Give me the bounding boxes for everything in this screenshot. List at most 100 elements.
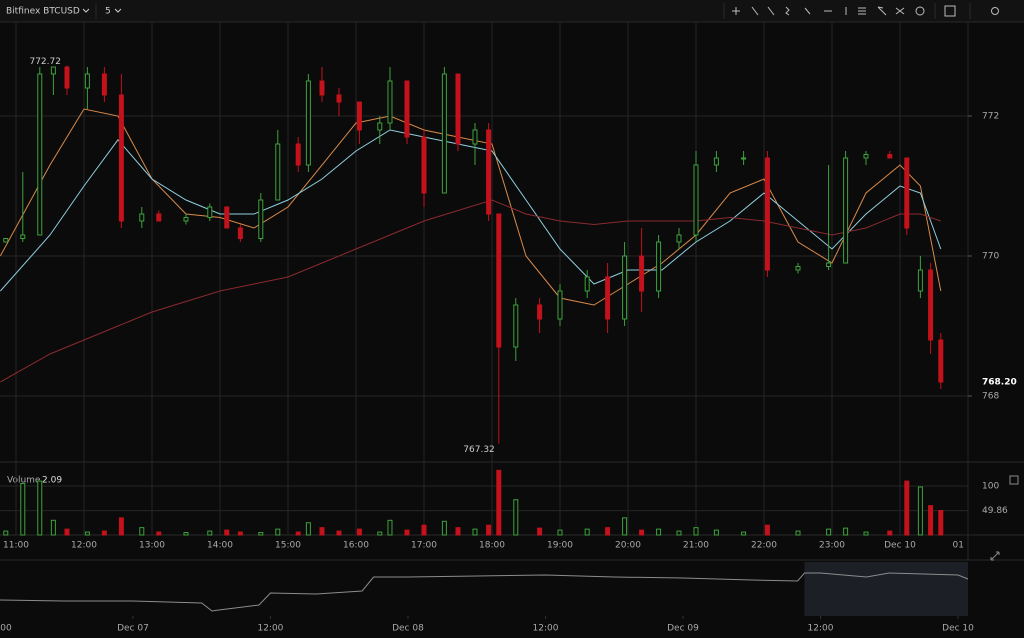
- candle-body: [319, 80, 325, 96]
- volume-bar: [887, 530, 893, 536]
- candle-body: [295, 143, 301, 166]
- nav-tick-label: 12:00: [808, 624, 834, 634]
- nav-tick-label: Dec 08: [392, 624, 424, 634]
- volume-bar: [513, 499, 519, 536]
- nav-tick-label: Dec 10: [942, 624, 974, 634]
- candle-body: [676, 234, 682, 243]
- close-pane[interactable]: [1009, 475, 1019, 485]
- high-label: 772.72: [29, 57, 61, 67]
- candle-body: [557, 290, 563, 320]
- candle-body: [387, 80, 393, 124]
- low-label: 767.32: [463, 445, 495, 455]
- candle-body: [356, 101, 362, 131]
- volume-bar: [156, 531, 162, 536]
- candle-body: [639, 255, 645, 292]
- volume-bar: [258, 532, 264, 536]
- volume-bar: [917, 486, 923, 536]
- volume-bar: [904, 480, 910, 536]
- volume-bar: [656, 528, 662, 536]
- volume-bar: [764, 524, 770, 536]
- candle-body: [904, 157, 910, 229]
- volume-bar: [305, 522, 311, 536]
- volume-bar: [295, 531, 301, 536]
- x-tick-label: 18:00: [479, 541, 505, 551]
- candle-body: [917, 269, 923, 292]
- candle-body: [84, 73, 90, 89]
- volume-bar: [37, 480, 43, 536]
- toolbar-bg: [0, 0, 1024, 22]
- interval[interactable]: 5: [105, 7, 111, 17]
- last-price-box: [972, 374, 1024, 389]
- candle-body: [472, 129, 478, 145]
- x-tick-label: 13:00: [139, 541, 165, 551]
- volume-bar: [741, 531, 747, 536]
- candle-body: [537, 304, 543, 320]
- volume-bar: [863, 531, 869, 536]
- volume-bar: [441, 520, 447, 536]
- volume-bar: [605, 527, 611, 536]
- volume-bar: [622, 517, 628, 536]
- candle-body: [421, 136, 427, 194]
- volume-bar: [713, 529, 719, 536]
- candle-body: [20, 234, 26, 240]
- candle-body: [826, 262, 832, 267]
- candle-body: [441, 73, 447, 194]
- nav-tick-label: 12:00: [257, 624, 283, 634]
- volume-bar: [118, 517, 124, 536]
- volume-bar: [472, 528, 478, 536]
- candle-body: [139, 213, 145, 222]
- candle-body: [3, 238, 9, 243]
- x-tick-label: 21:00: [683, 541, 709, 551]
- drawing-tools[interactable]: [732, 5, 999, 17]
- candle-body: [336, 94, 342, 103]
- volume-bar: [795, 530, 801, 536]
- y-tick-label: 772: [982, 112, 999, 122]
- volume-bar: [319, 527, 325, 536]
- volume-bar: [275, 528, 281, 536]
- y-tick-label: 768: [982, 391, 999, 401]
- candle-body: [693, 164, 699, 236]
- x-tick-label: 17:00: [411, 541, 437, 551]
- nav-selection: [804, 562, 968, 616]
- ma-line: [0, 199, 941, 383]
- volume-bar: [183, 532, 189, 536]
- candle-body: [605, 276, 611, 320]
- volume-tick-label: 100: [982, 482, 999, 492]
- volume-bar: [237, 531, 243, 536]
- y-tick-label: 770: [982, 251, 999, 261]
- candle-body: [713, 157, 719, 166]
- candle-body: [377, 122, 383, 131]
- x-tick-label: 15:00: [275, 541, 301, 551]
- candle-body: [224, 206, 230, 229]
- x-tick-label: 19:00: [547, 541, 573, 551]
- nav-tick-label: Dec 07: [117, 624, 149, 634]
- x-tick-label: 20:00: [615, 541, 641, 551]
- candle-body: [486, 129, 492, 215]
- nav-tick-label: 12:00: [533, 624, 559, 634]
- volume-bar: [224, 529, 230, 536]
- nav-tick-label: 00: [0, 624, 12, 634]
- volume-last: 2.09: [42, 476, 62, 486]
- candle-body: [207, 206, 213, 219]
- symbol[interactable]: Bitfinex BTCUSD: [6, 7, 80, 17]
- volume-bar: [557, 529, 563, 536]
- volume-bar: [639, 529, 645, 536]
- volume-bar: [938, 510, 944, 536]
- candle-body: [887, 154, 893, 159]
- candle-body: [928, 269, 934, 341]
- volume-bar: [486, 524, 492, 536]
- expand[interactable]: [990, 551, 1000, 561]
- ma-line: [0, 108, 942, 306]
- candle-body: [118, 94, 124, 222]
- toolbar: Bitfinex BTCUSD 5: [0, 0, 1024, 23]
- candle-body: [863, 154, 869, 159]
- candle-body: [455, 73, 461, 145]
- volume-bar: [84, 531, 90, 536]
- volume-bar: [20, 483, 26, 536]
- volume-bar: [356, 528, 362, 536]
- volume-bar: [50, 519, 56, 536]
- candle-body: [764, 157, 770, 271]
- x-tick-label: 22:00: [751, 541, 777, 551]
